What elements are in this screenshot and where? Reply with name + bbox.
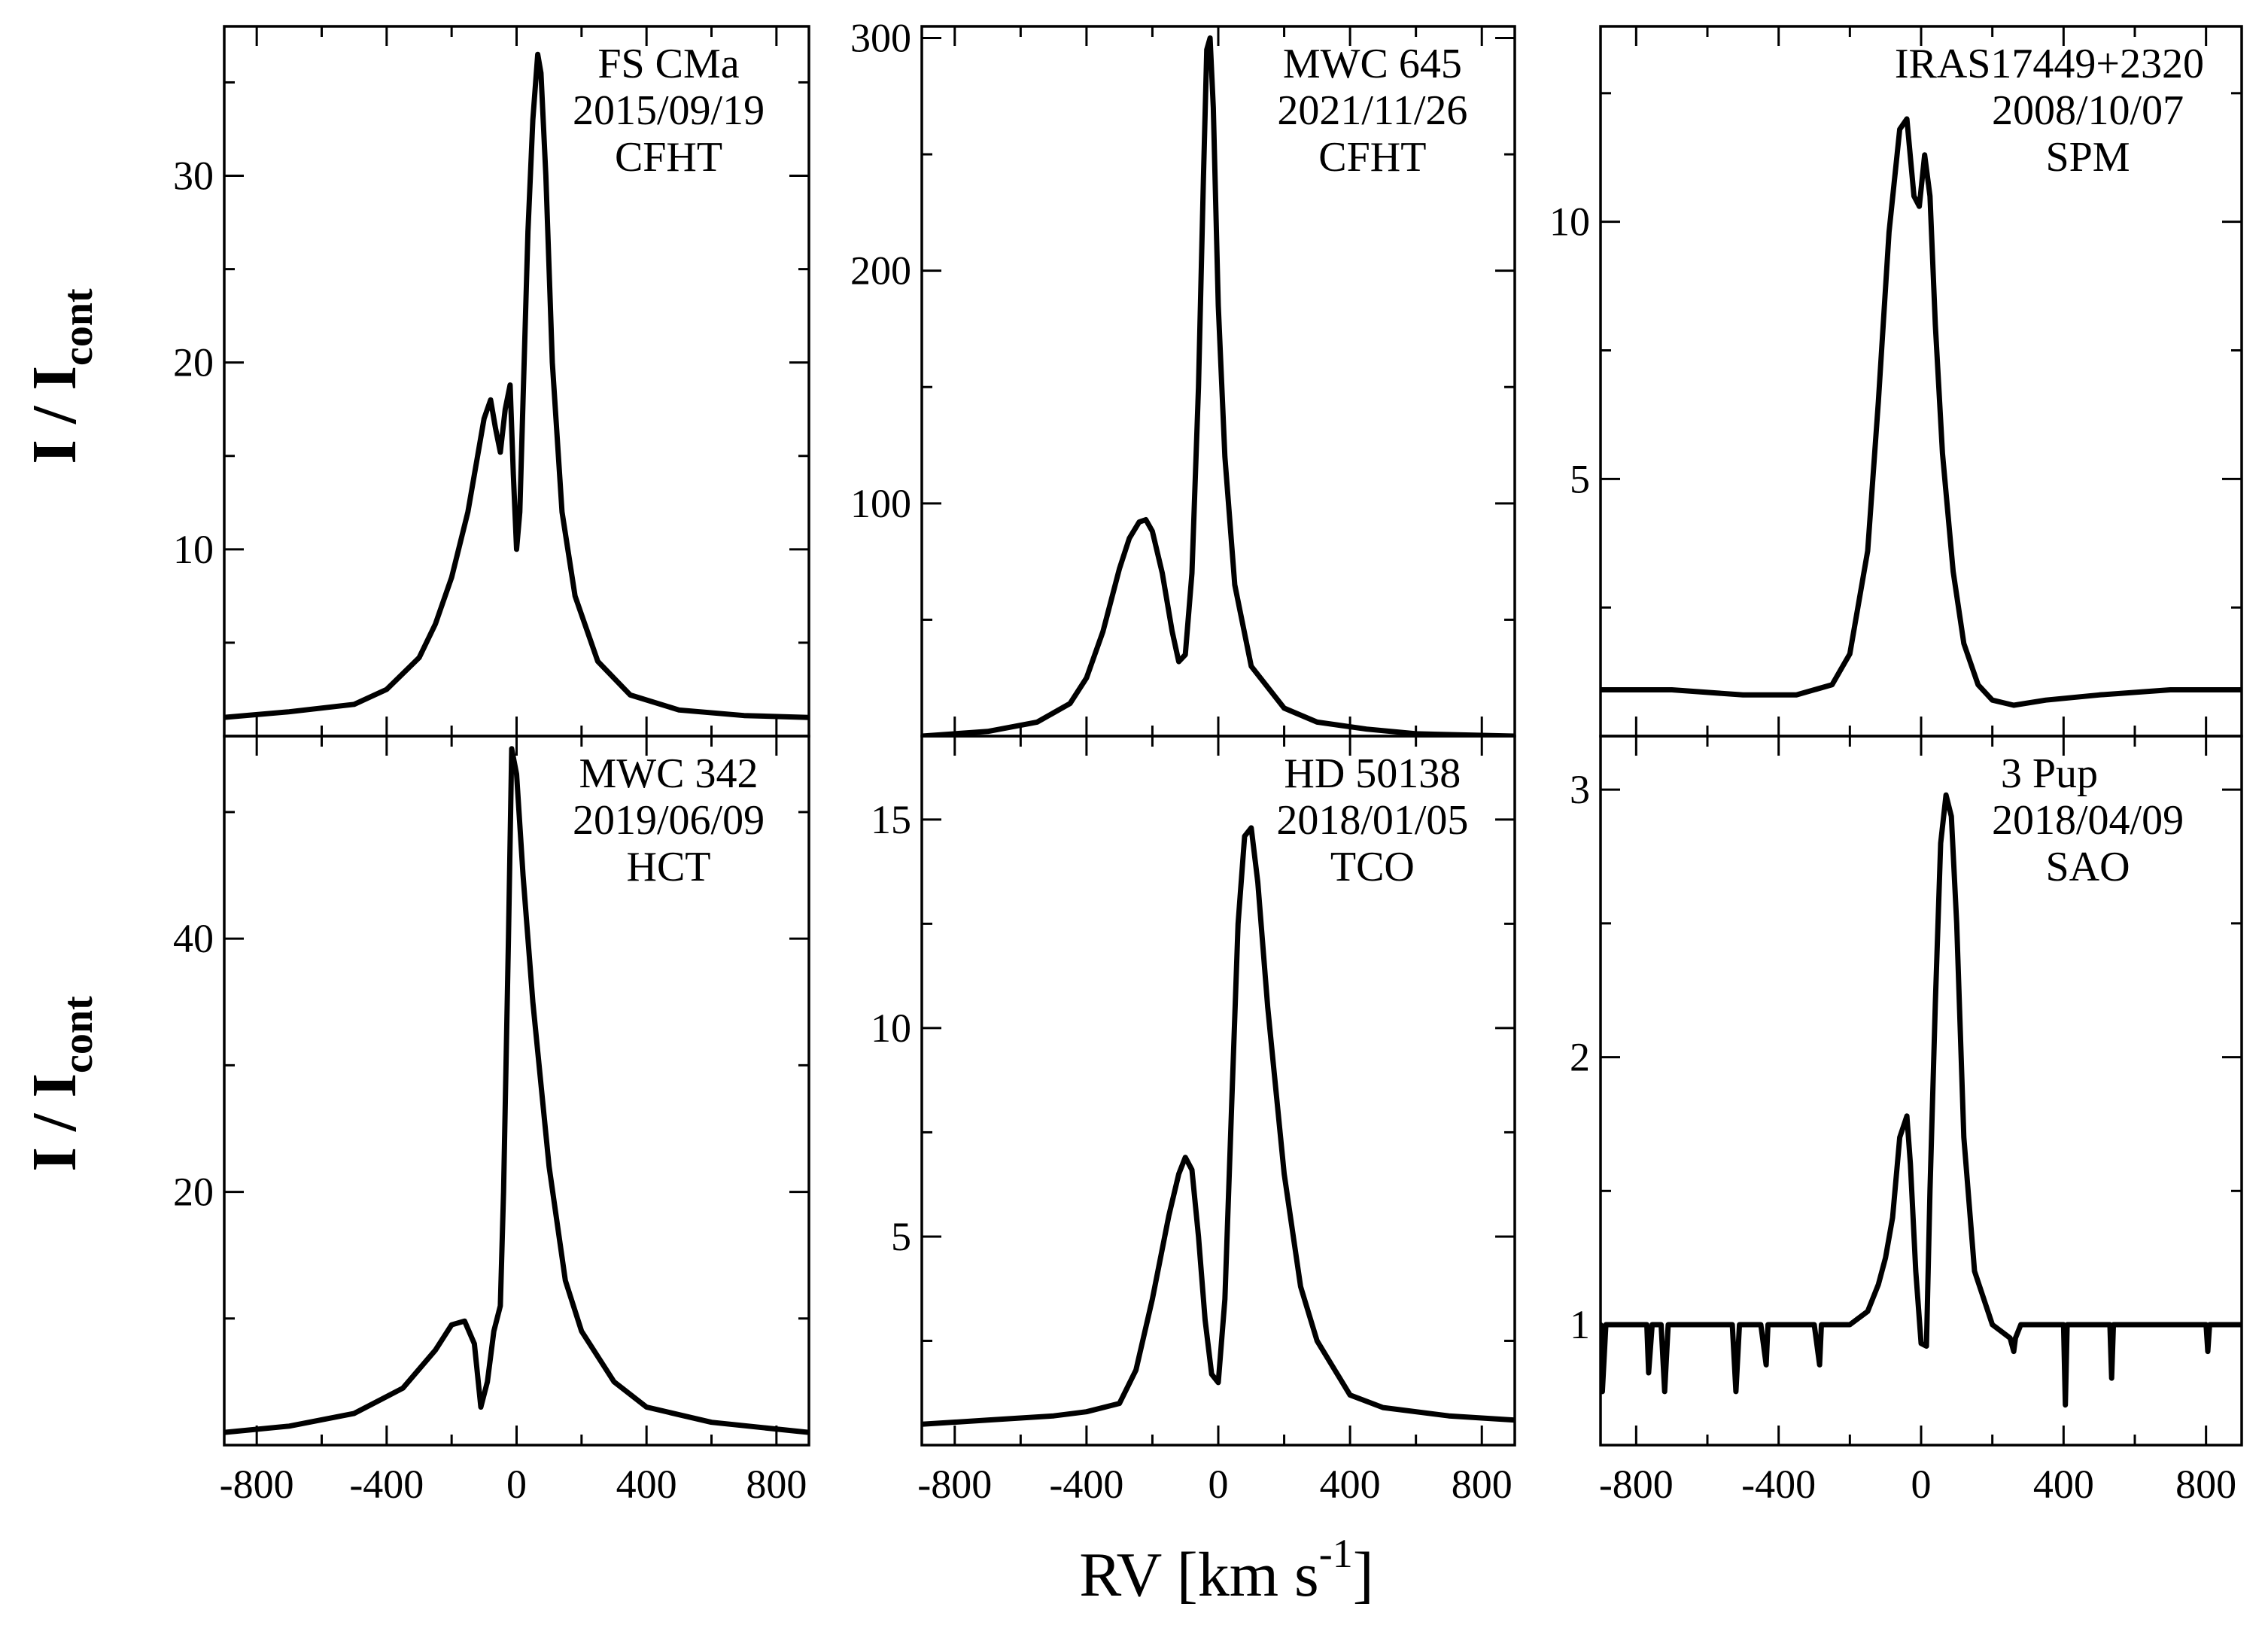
x-tick-label: -800 xyxy=(917,1462,992,1507)
observation-date-label: 2015/09/19 xyxy=(573,87,765,134)
y-tick-label: 5 xyxy=(1570,456,1590,501)
observation-date-label: 2021/11/26 xyxy=(1277,87,1467,134)
x-tick-label: 400 xyxy=(1320,1462,1381,1507)
telescope-label: HCT xyxy=(627,844,711,890)
y-tick-label: 20 xyxy=(173,340,214,385)
x-tick-label: 0 xyxy=(506,1462,527,1507)
x-tick-label: -400 xyxy=(1741,1462,1816,1507)
star-name-label: HD 50138 xyxy=(1284,750,1461,797)
x-tick-label: 400 xyxy=(616,1462,677,1507)
spectrum-line xyxy=(224,746,809,1435)
y-tick-label: 40 xyxy=(173,916,214,961)
spectrum-line xyxy=(922,35,1515,736)
y-tick-label: 10 xyxy=(1549,199,1590,245)
y-tick-label: 30 xyxy=(173,154,214,199)
x-tick-label: 800 xyxy=(746,1462,807,1507)
y-tick-label: 200 xyxy=(850,248,911,294)
x-tick-label: 800 xyxy=(2175,1462,2236,1507)
star-name-label: MWC 645 xyxy=(1283,41,1462,87)
x-tick-label: -400 xyxy=(349,1462,424,1507)
x-tick-label: 0 xyxy=(1208,1462,1229,1507)
y-tick-label: 1 xyxy=(1570,1302,1590,1347)
y-tick-label: 15 xyxy=(871,797,911,842)
x-tick-label: -800 xyxy=(220,1462,294,1507)
telescope-label: CFHT xyxy=(615,134,722,181)
spectrum-line xyxy=(224,51,809,720)
y-axis-title-bottom: I / Icont xyxy=(20,996,102,1172)
y-axis-title-top: I / Icont xyxy=(20,288,102,464)
observation-date-label: 2008/10/07 xyxy=(1992,87,2184,134)
x-axis-title: RV [km s-1] xyxy=(1079,1531,1373,1610)
spectrum-line xyxy=(922,825,1515,1427)
y-tick-label: 10 xyxy=(871,1006,911,1051)
y-tick-label: 20 xyxy=(173,1170,214,1215)
star-name-label: 3 Pup xyxy=(2001,750,2098,797)
y-tick-label: 3 xyxy=(1570,767,1590,812)
y-tick-label: 10 xyxy=(173,527,214,572)
x-tick-label: 0 xyxy=(1911,1462,1932,1507)
spectrum-line xyxy=(1601,116,2242,708)
y-tick-label: 2 xyxy=(1570,1035,1590,1080)
observation-date-label: 2018/04/09 xyxy=(1992,797,2184,844)
x-tick-label: -400 xyxy=(1049,1462,1123,1507)
spectrum-line xyxy=(1601,792,2242,1408)
panel-hd-50138: -800 -400 0 400 800 5 10 15 HD 501382018/01/05TC… xyxy=(871,735,1516,1507)
x-tick-label: -800 xyxy=(1599,1462,1674,1507)
x-tick-label: 400 xyxy=(2033,1462,2094,1507)
observation-date-label: 2019/06/09 xyxy=(573,797,765,844)
observation-date-label: 2018/01/05 xyxy=(1276,797,1468,844)
telescope-label: SPM xyxy=(2045,134,2130,181)
x-tick-label: 800 xyxy=(1452,1462,1513,1507)
telescope-label: TCO xyxy=(1330,844,1415,890)
y-tick-label: 100 xyxy=(850,481,911,526)
star-name-label: MWC 342 xyxy=(579,750,759,797)
star-name-label: FS CMa xyxy=(597,41,739,87)
y-tick-label: 300 xyxy=(850,15,911,60)
star-name-label: IRAS17449+2320 xyxy=(1895,41,2204,87)
y-tick-label: 5 xyxy=(891,1214,911,1259)
telescope-label: CFHT xyxy=(1318,134,1426,181)
telescope-label: SAO xyxy=(2046,844,2130,890)
